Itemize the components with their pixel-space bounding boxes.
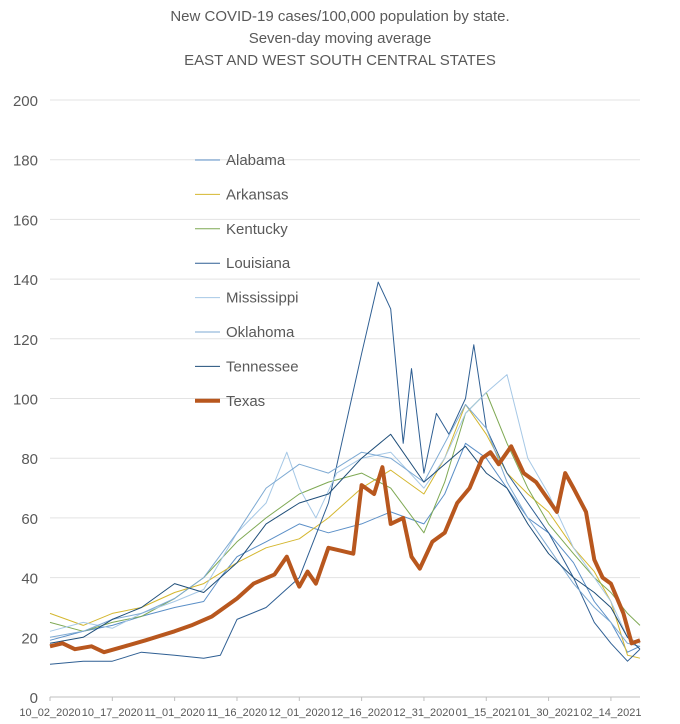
y-tick-label: 100 [13,392,38,409]
series-lines [49,281,641,665]
legend-label-louisiana: Louisiana [226,255,291,272]
y-tick-label: 0 [30,690,38,707]
x-tick-label: 12_16_2020 [331,707,392,719]
x-tick-label: 01_15_2021 [456,707,517,719]
title-line-3: EAST AND WEST SOUTH CENTRAL STATES [184,52,496,69]
y-axis: 0 20 40 60 80 100 120 140 160 180 200 [13,93,38,707]
y-tick-label: 180 [13,153,38,170]
legend-label-mississippi: Mississippi [226,290,299,307]
y-tick-label: 140 [13,272,38,289]
series-line-tennessee [49,433,641,650]
x-axis: 10_02_2020 10_17_2020 11_01_2020 11_16_2020… [19,697,642,719]
legend: Alabama Arkansas Kentucky Louisiana Mississi… [195,152,299,410]
x-tick-label: 02_14_2021 [580,707,641,719]
x-tick-label: 12_01_2020 [269,707,330,719]
x-tick-label: 01_30_2021 [518,707,579,719]
x-tick-label: 11_01_2020 [144,707,204,719]
y-tick-label: 160 [13,212,38,229]
y-tick-label: 80 [21,451,38,468]
series-line-louisiana [49,281,641,665]
y-tick-label: 120 [13,332,38,349]
series-line-alabama [49,442,641,653]
legend-label-kentucky: Kentucky [226,221,288,238]
legend-label-tennessee: Tennessee [226,358,299,375]
x-tick-label: 11_16_2020 [207,707,267,719]
legend-label-texas: Texas [226,393,265,410]
series-line-oklahoma [49,404,641,647]
legend-label-oklahoma: Oklahoma [226,324,295,341]
legend-label-alabama: Alabama [226,152,286,169]
x-tick-label: 10_17_2020 [82,707,143,719]
y-tick-label: 20 [21,630,38,647]
x-tick-label: 12_31_2020 [393,707,454,719]
series-line-mississippi [49,374,641,644]
y-tick-label: 60 [21,511,38,528]
series-line-texas [49,444,641,655]
y-tick-label: 40 [21,571,38,588]
series-line-arkansas [49,404,641,659]
gridlines [50,99,640,698]
y-tick-label: 200 [13,93,38,110]
title-line-2: Seven-day moving average [248,30,432,47]
x-tick-label: 10_02_2020 [19,707,80,719]
chart-title: New COVID-19 cases/100,000 population by… [0,6,680,72]
legend-label-arkansas: Arkansas [226,186,289,203]
title-line-1: New COVID-19 cases/100,000 population by… [170,8,510,25]
